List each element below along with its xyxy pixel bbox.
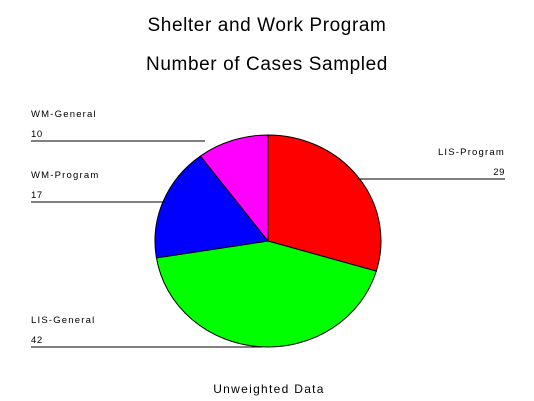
leader-lines [31,140,505,348]
pie-slice-lis-program [267,134,382,272]
slice-label-lis-general: LIS-General [31,315,95,326]
slice-label-wm-general: WM-General [31,109,97,120]
chart-title: Shelter and Work Program [148,15,387,36]
chart-footer: Unweighted Data [213,382,325,396]
slice-value-lis-program: 29 [493,167,505,178]
slice-value-lis-general: 42 [31,335,43,346]
slice-label-wm-program: WM-Program [31,170,99,181]
chart-subtitle: Number of Cases Sampled [146,54,388,75]
slice-value-wm-program: 17 [31,190,43,201]
slice-labels: LIS-Program 29 LIS-General 42 WM-Program 17 WM… [31,109,505,346]
slice-value-wm-general: 10 [31,129,43,140]
slice-label-lis-program: LIS-Program [438,147,505,158]
pie-slice-wm-program [154,155,269,259]
pie-slices [154,134,382,348]
pie-slice-wm-general [199,134,269,243]
